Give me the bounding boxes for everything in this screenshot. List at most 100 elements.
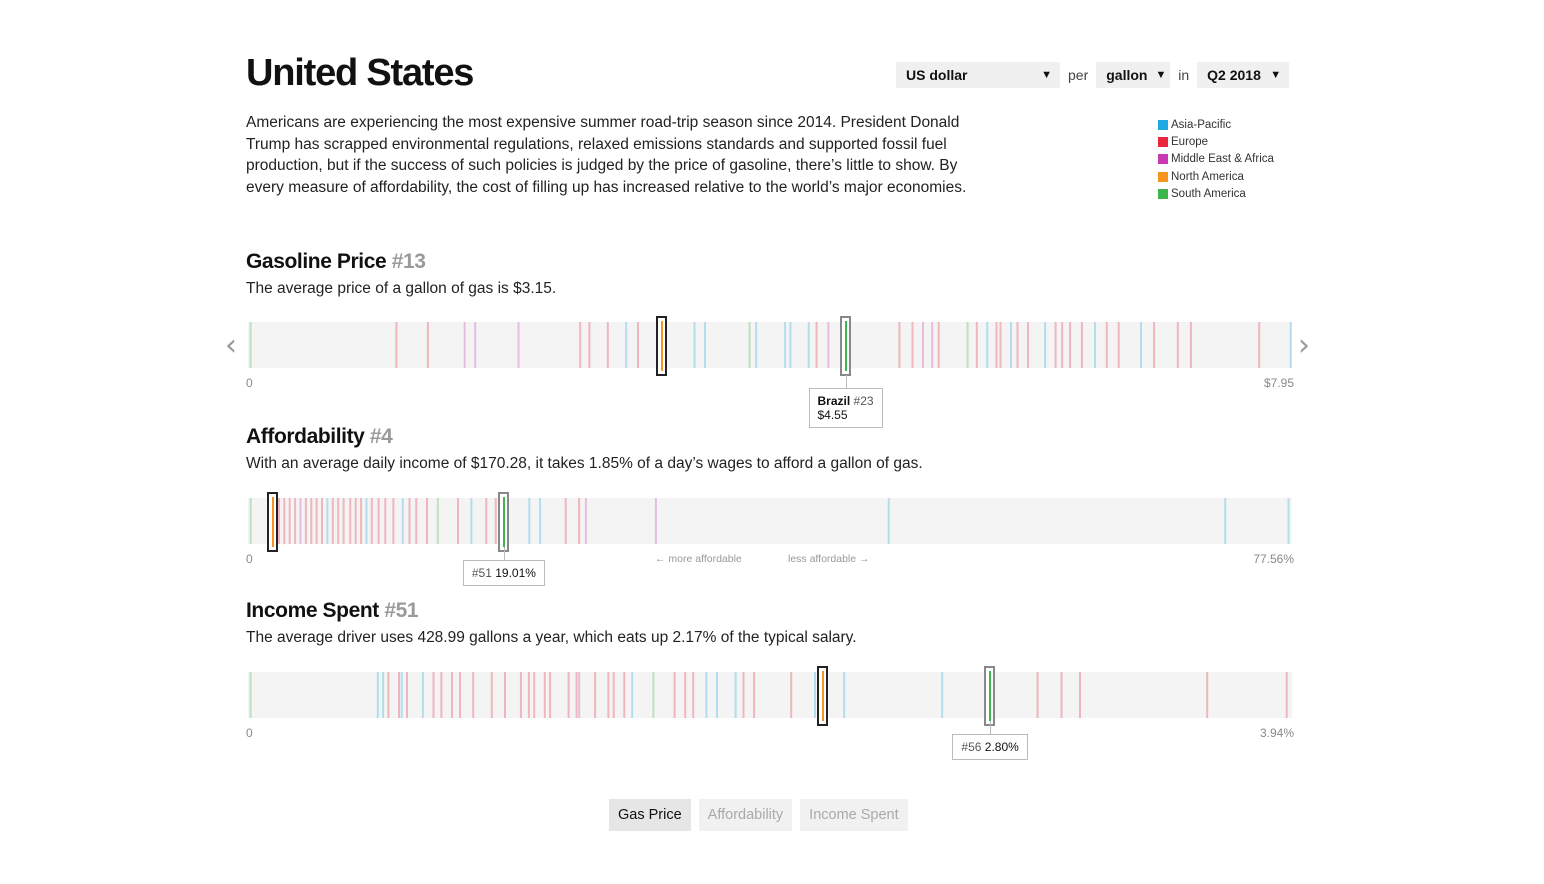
country-tick[interactable] <box>637 322 639 368</box>
country-tick[interactable] <box>384 498 387 544</box>
country-tick[interactable] <box>331 498 334 544</box>
country-tick[interactable] <box>584 498 587 544</box>
country-tick[interactable] <box>922 322 924 368</box>
country-tick[interactable] <box>451 672 453 718</box>
country-tick[interactable] <box>1036 672 1039 718</box>
country-tick[interactable] <box>349 498 352 544</box>
country-tick[interactable] <box>360 498 363 544</box>
country-tick[interactable] <box>999 322 1002 368</box>
country-tick[interactable] <box>400 672 403 718</box>
country-tick[interactable] <box>406 672 408 718</box>
country-tick[interactable] <box>815 322 818 368</box>
country-tick[interactable] <box>457 498 459 544</box>
country-tick[interactable] <box>704 322 706 368</box>
country-tick[interactable] <box>755 322 758 368</box>
country-tick[interactable] <box>705 672 708 718</box>
country-tick[interactable] <box>392 498 395 544</box>
country-tick[interactable] <box>1094 322 1096 368</box>
country-tick[interactable] <box>1060 672 1063 718</box>
country-tick[interactable] <box>1258 322 1261 368</box>
period-select[interactable]: Q2 2018 ▼ <box>1197 62 1290 88</box>
country-tick[interactable] <box>249 322 252 368</box>
country-tick[interactable] <box>387 672 390 718</box>
us-marker[interactable] <box>656 316 668 376</box>
country-tick[interactable] <box>931 322 934 368</box>
country-tick[interactable] <box>1206 672 1209 718</box>
country-tick[interactable] <box>490 672 493 718</box>
country-tick[interactable] <box>472 672 475 718</box>
country-tick[interactable] <box>288 498 291 544</box>
country-tick[interactable] <box>470 498 473 544</box>
country-tick[interactable] <box>625 322 628 368</box>
country-tick[interactable] <box>310 498 313 544</box>
country-tick[interactable] <box>742 672 745 718</box>
country-tick[interactable] <box>304 498 307 544</box>
country-tick[interactable] <box>1010 322 1012 368</box>
country-tick[interactable] <box>937 322 940 368</box>
country-tick[interactable] <box>337 498 340 544</box>
country-tick[interactable] <box>395 322 398 368</box>
country-tick[interactable] <box>376 672 379 718</box>
country-tick[interactable] <box>463 322 466 368</box>
country-tick[interactable] <box>342 498 345 544</box>
next-arrow-icon[interactable]: › <box>1298 328 1310 363</box>
country-tick[interactable] <box>249 498 252 544</box>
unit-select[interactable]: gallon ▼ <box>1096 62 1171 88</box>
country-tick[interactable] <box>975 322 978 368</box>
country-tick[interactable] <box>370 498 373 544</box>
country-tick[interactable] <box>692 672 695 718</box>
country-tick[interactable] <box>517 322 520 368</box>
country-tick[interactable] <box>941 672 944 718</box>
country-tick[interactable] <box>440 672 443 718</box>
country-tick[interactable] <box>607 672 610 718</box>
country-tick[interactable] <box>283 498 286 544</box>
country-tick[interactable] <box>578 672 581 718</box>
country-tick[interactable] <box>436 498 439 544</box>
country-tick[interactable] <box>528 498 531 544</box>
country-tick[interactable] <box>911 322 914 368</box>
country-tick[interactable] <box>354 498 357 544</box>
country-tick[interactable] <box>432 672 435 718</box>
country-tick[interactable] <box>485 498 488 544</box>
country-tick[interactable] <box>401 498 404 544</box>
country-tick[interactable] <box>631 672 634 718</box>
country-tick[interactable] <box>567 672 570 718</box>
tab-income-spent[interactable]: Income Spent <box>800 799 908 831</box>
country-tick[interactable] <box>807 322 810 368</box>
country-tick[interactable] <box>1287 498 1290 544</box>
country-tick[interactable] <box>294 498 297 544</box>
country-tick[interactable] <box>365 498 368 544</box>
country-tick[interactable] <box>693 322 696 368</box>
compare-marker[interactable] <box>984 666 996 726</box>
country-tick[interactable] <box>995 322 998 368</box>
country-tick[interactable] <box>474 322 477 368</box>
country-tick[interactable] <box>652 672 655 718</box>
country-tick[interactable] <box>1054 322 1057 368</box>
country-tick[interactable] <box>684 672 687 718</box>
country-tick[interactable] <box>398 672 400 718</box>
country-tick[interactable] <box>321 498 323 544</box>
country-tick[interactable] <box>716 672 718 718</box>
country-tick[interactable] <box>579 322 582 368</box>
country-tick[interactable] <box>1061 322 1064 368</box>
country-tick[interactable] <box>789 322 792 368</box>
country-tick[interactable] <box>299 498 302 544</box>
income-spent-strip[interactable] <box>248 666 1292 726</box>
country-tick[interactable] <box>986 322 989 368</box>
gas-price-strip[interactable] <box>248 316 1292 376</box>
us-marker[interactable] <box>267 492 279 552</box>
country-tick[interactable] <box>1044 322 1047 368</box>
country-tick[interactable] <box>426 498 428 544</box>
country-tick[interactable] <box>1027 322 1029 368</box>
country-tick[interactable] <box>494 498 497 544</box>
country-tick[interactable] <box>326 498 329 544</box>
country-tick[interactable] <box>827 322 830 368</box>
compare-marker[interactable] <box>840 316 851 376</box>
country-tick[interactable] <box>415 498 418 544</box>
country-tick[interactable] <box>519 672 522 718</box>
country-tick[interactable] <box>575 672 578 718</box>
country-tick[interactable] <box>814 672 816 718</box>
country-tick[interactable] <box>377 498 380 544</box>
tab-gas-price[interactable]: Gas Price <box>609 799 691 831</box>
country-tick[interactable] <box>784 322 787 368</box>
